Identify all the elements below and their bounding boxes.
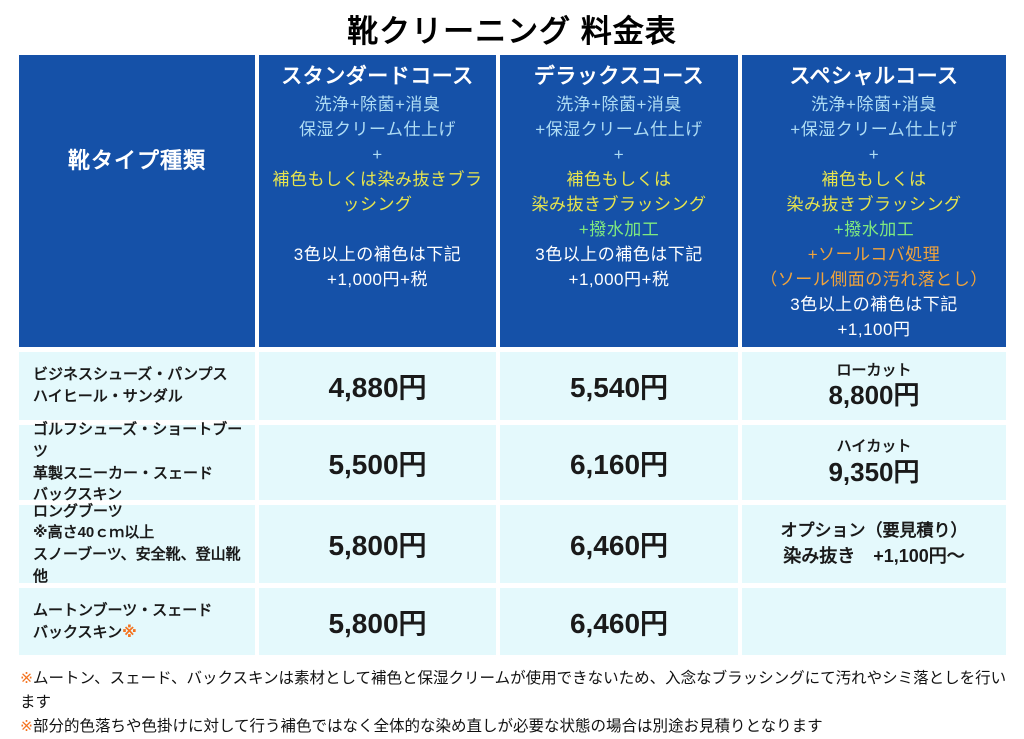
course-desc-line: （ソール側面の汚れ落とし）: [760, 270, 988, 289]
course-desc-line: 補色もしくは: [821, 170, 927, 189]
course-desc-line: +: [868, 145, 880, 164]
shoe-type-line: ゴルフシューズ・ショートブーツ: [33, 421, 243, 460]
footnotes: ※ムートン、スェード、バックスキンは素材として補色と保湿クリームが使用できないた…: [20, 667, 1010, 739]
shoe-type-line: ハイヒール・サンダル: [33, 388, 183, 405]
course-name: スタンダードコース: [281, 65, 474, 88]
shoe-type-cell: ゴルフシューズ・ショートブーツ 革製スニーカー・スェード バックスキン: [19, 421, 255, 503]
course-desc-line: [259, 217, 496, 242]
shoe-type-cell: ロングブーツ ※高さ40ｃｍ以上 スノーブーツ、安全靴、登山靴他: [19, 503, 255, 585]
course-desc-line: +撥水加工: [833, 220, 915, 239]
footnote: ※ムートン、スェード、バックスキンは素材として補色と保湿クリームが使用できないた…: [20, 667, 1010, 715]
shoe-type-header-cell: 靴タイプ種類: [19, 55, 255, 347]
price-cell-standard: 5,800円: [259, 505, 496, 583]
course-desc-line: 補色もしくは: [566, 170, 672, 189]
orange-asterisk-mark: ※: [122, 623, 137, 641]
course-desc-line: +保湿クリーム仕上げ: [790, 120, 958, 139]
price-cell-special-empty: [742, 588, 1006, 655]
shoe-type-header-label: 靴タイプ種類: [67, 148, 206, 173]
price-cell-special: ローカット 8,800円: [742, 352, 1006, 420]
shoe-type-line: バックスキン: [33, 486, 123, 504]
special-label: ローカット: [836, 361, 912, 379]
shoe-type-cell: ムートンブーツ・スェード バックスキン※: [19, 588, 255, 655]
price-cell-deluxe: 6,160円: [500, 425, 738, 500]
course-desc-line: 染み抜きブラッシング: [531, 195, 707, 214]
shoe-type-line: バックスキン※: [33, 623, 137, 641]
course-desc-line: +ソールコバ処理: [807, 245, 941, 264]
course-desc-line: 3色以上の補色は下記: [790, 295, 958, 314]
page-title: 靴クリーニング 料金表: [347, 14, 677, 49]
course-desc-line: +保湿クリーム仕上げ: [535, 120, 703, 139]
price-cell-standard: 4,880円: [259, 352, 496, 420]
footnote: ※部分的色落ちや色掛けに対して行う補色ではなく全体的な染め直しが必要な状態の場合…: [20, 715, 1010, 739]
shoe-type-cell: ビジネスシューズ・パンプス ハイヒール・サンダル: [19, 352, 255, 420]
course-desc-line: +撥水加工: [578, 220, 660, 239]
course-desc-line: 染み抜きブラッシング: [786, 195, 962, 214]
course-desc-line: +: [613, 145, 625, 164]
course-header-standard: スタンダードコース 洗浄+除菌+消臭 保湿クリーム仕上げ + 補色もしくは染み抜…: [259, 55, 496, 347]
asterisk-mark: ※: [20, 670, 33, 687]
course-desc-line: +1,000円+税: [568, 270, 670, 289]
course-desc-line: 洗浄+除菌+消臭: [811, 95, 937, 114]
shoe-type-line: スノーブーツ、安全靴、登山靴他: [33, 546, 241, 585]
price-cell-deluxe: 6,460円: [500, 588, 738, 655]
price-table: 靴タイプ種類 スタンダードコース 洗浄+除菌+消臭 保湿クリーム仕上げ + 補色…: [19, 55, 1006, 655]
price-cell-special: ハイカット 9,350円: [742, 425, 1006, 500]
shoe-type-line: 革製スニーカー・スェード: [33, 464, 214, 482]
special-option-price: 染み抜き +1,100円〜: [783, 546, 965, 567]
shoe-type-line: ※高さ40ｃｍ以上: [33, 524, 155, 542]
special-label: ハイカット: [836, 438, 912, 456]
course-desc-line: +1,100円: [837, 320, 911, 339]
price-cell-standard: 5,800円: [259, 588, 496, 655]
shoe-type-line: ロングブーツ: [33, 502, 123, 520]
course-desc-line: +1,000円+税: [327, 270, 428, 289]
price-cell-deluxe: 5,540円: [500, 352, 738, 420]
shoe-type-line: ムートンブーツ・スェード: [33, 601, 213, 619]
footnote-text: 部分的色落ちや色掛けに対して行う補色ではなく全体的な染め直しが必要な状態の場合は…: [33, 718, 823, 735]
footnote-text: ムートン、スェード、バックスキンは素材として補色と保湿クリームが使用できないため…: [20, 670, 1007, 711]
price-cell-deluxe: 6,460円: [500, 505, 738, 583]
special-price: 9,350円: [828, 456, 920, 487]
course-name: スペシャルコース: [789, 65, 959, 88]
asterisk-mark: ※: [20, 718, 33, 735]
course-desc-line: 洗浄+除菌+消臭: [314, 95, 441, 114]
course-desc-line: 洗浄+除菌+消臭: [556, 95, 682, 114]
special-option-label: オプション（要見積り）: [780, 520, 968, 540]
course-name: デラックスコース: [533, 65, 705, 88]
price-cell-special: オプション（要見積り） 染み抜き +1,100円〜: [742, 505, 1006, 583]
course-header-special: スペシャルコース 洗浄+除菌+消臭 +保湿クリーム仕上げ + 補色もしくは 染み…: [742, 55, 1006, 347]
course-desc-line: 3色以上の補色は下記: [293, 245, 462, 264]
shoe-type-line: ビジネスシューズ・パンプス: [33, 366, 228, 384]
course-desc-line: 3色以上の補色は下記: [535, 245, 703, 264]
course-header-deluxe: デラックスコース 洗浄+除菌+消臭 +保湿クリーム仕上げ + 補色もしくは 染み…: [500, 55, 738, 347]
course-desc-line: 補色もしくは染み抜きブラッシング: [272, 170, 483, 214]
course-desc-line: 保湿クリーム仕上げ: [299, 120, 456, 139]
course-desc-line: +: [372, 145, 383, 164]
price-cell-standard: 5,500円: [259, 425, 496, 500]
special-price: 8,800円: [828, 380, 920, 411]
